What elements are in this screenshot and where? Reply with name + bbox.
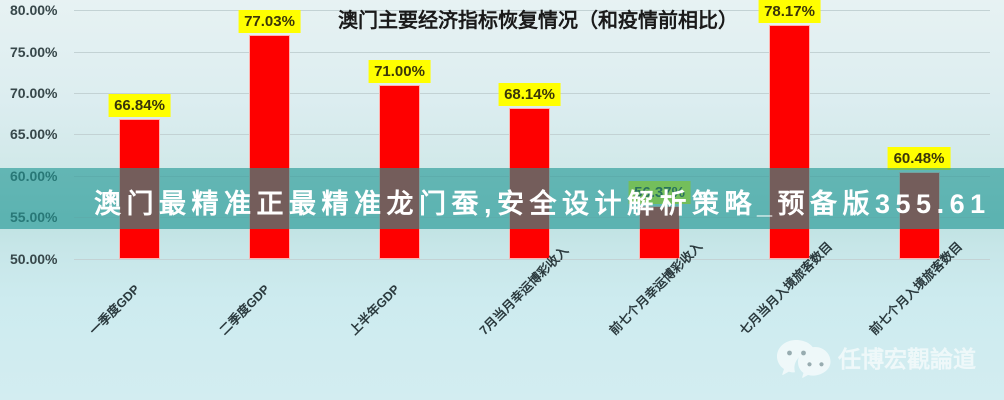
svg-text:任博宏觀論道: 任博宏觀論道 <box>837 346 976 372</box>
